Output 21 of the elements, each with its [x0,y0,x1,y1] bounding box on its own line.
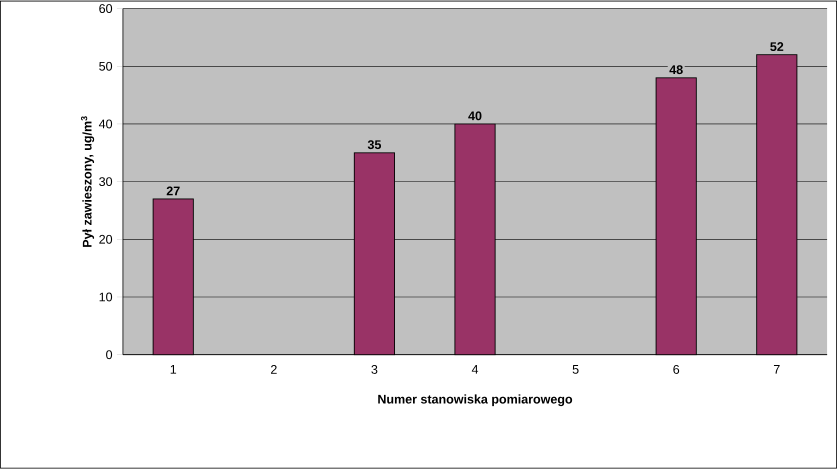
y-tick-label: 40 [98,120,112,129]
y-tick-label: 0 [106,350,112,360]
data-label: 40 [468,112,482,120]
x-tick-label: 7 [774,365,780,374]
data-label: 48 [669,65,683,74]
data-label: 27 [166,186,180,196]
x-tick-label: 1 [170,365,176,374]
x-tick-label: 6 [673,365,680,374]
y-tick-label: 10 [100,292,112,302]
x-tick-label: 5 [572,365,579,374]
data-label: 35 [368,140,382,150]
y-tick-label: 60 [99,4,112,14]
x-tick-label: 3 [371,365,378,374]
x-axis-title: Numer stanowiska pomiarowego [378,394,572,406]
y-tick-label: 30 [99,177,112,186]
y-axis-title: Pył zawieszony, ug/m$^{3}$ [81,116,94,248]
y-tick-label: 20 [99,235,112,244]
y-tick-label: 50 [99,62,112,71]
x-tick-label: 2 [270,365,277,374]
data-label: 52 [770,42,784,52]
x-tick-label: 4 [472,365,478,374]
